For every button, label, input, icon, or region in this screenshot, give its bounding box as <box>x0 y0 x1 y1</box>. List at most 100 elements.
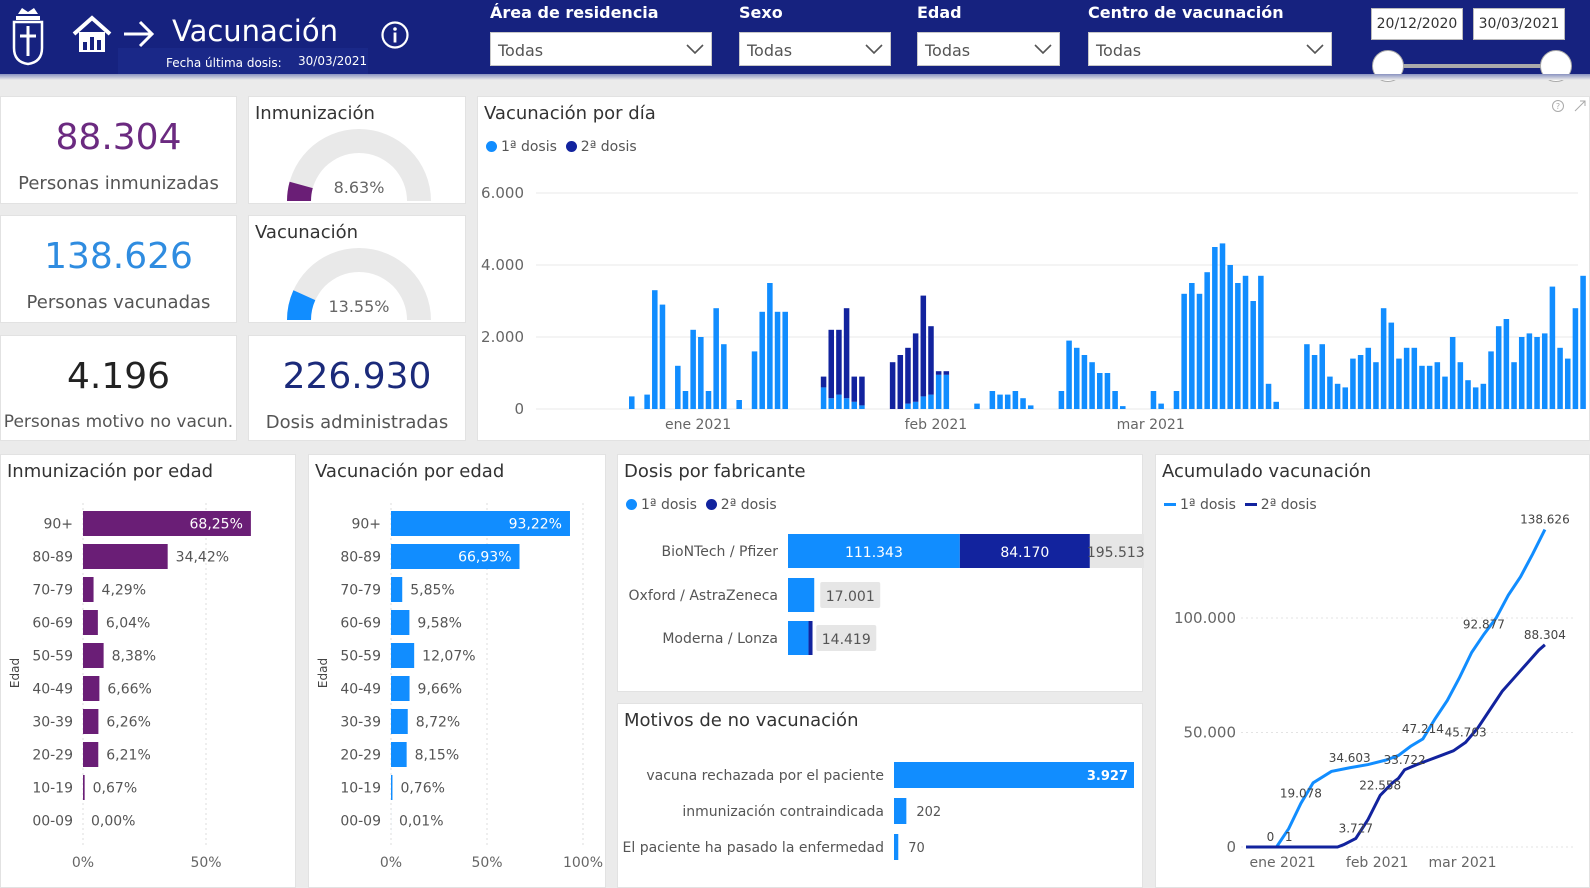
category-label: 30-39 <box>32 715 73 731</box>
category-label: 80-89 <box>340 550 381 566</box>
filter-edad-label: Edad <box>917 3 962 22</box>
bar-dose1 <box>1472 387 1479 409</box>
category-label: 10-19 <box>32 781 73 797</box>
chart-title: Dosis por fabricante <box>624 461 806 482</box>
bar-dose1 <box>1380 308 1387 409</box>
centro-dropdown[interactable]: Todas <box>1088 32 1332 66</box>
point-label: 34.603 <box>1329 751 1371 765</box>
chart-title: Acumulado vacunación <box>1162 461 1372 482</box>
x-tick-label: 50% <box>471 855 502 871</box>
bar <box>83 742 99 767</box>
legend-swatch-dose2 <box>705 499 717 510</box>
centro-value: Todas <box>1096 41 1142 60</box>
data-label: 0,76% <box>400 781 444 797</box>
bar-dose1 <box>1350 358 1356 409</box>
bar-dose1 <box>1403 347 1410 409</box>
bar-dose1 <box>1081 355 1088 409</box>
series-line <box>1246 643 1546 849</box>
date-from-input[interactable]: 20/12/2020 <box>1371 8 1463 40</box>
bar <box>391 775 393 800</box>
bar-dose1 <box>1411 347 1418 409</box>
bar-dose1 <box>943 374 950 409</box>
category-label: BioNTech / Pfizer <box>662 544 779 560</box>
bar-dose1 <box>1242 275 1249 409</box>
category-label: 70-79 <box>340 583 381 599</box>
vacunacion-edad-chart: 0% 50% 100% Edad 90+ 93,22% 80-89 66,93% 70-79 5,… <box>316 503 603 871</box>
help-icon[interactable]: ? <box>1551 99 1565 113</box>
bar-dose1 <box>652 290 658 409</box>
bar <box>391 676 410 701</box>
bar-dose1 <box>736 400 742 409</box>
bar-dose1 <box>1419 365 1425 409</box>
category-label: 60-69 <box>340 616 381 632</box>
sexo-dropdown[interactable]: Todas <box>739 32 891 66</box>
bar <box>391 577 403 602</box>
y-tick-label: 50.000 <box>1184 724 1237 742</box>
point-label: 45.703 <box>1445 725 1487 739</box>
area-residencia-dropdown[interactable]: Todas <box>490 32 712 66</box>
bar-dose1 <box>788 621 809 655</box>
bar-dose1 <box>1442 376 1448 409</box>
point-label: 47.214 <box>1402 722 1444 736</box>
x-tick-label: ene 2021 <box>665 417 731 433</box>
bar <box>391 544 520 569</box>
gauge-value-label: 8.63% <box>334 178 385 197</box>
data-label: 6,04% <box>106 616 150 632</box>
info-icon[interactable] <box>380 20 410 50</box>
focus-mode-icon[interactable] <box>1573 99 1587 113</box>
chart-legend: 1ª dosis 2ª dosis <box>1164 497 1317 513</box>
chevron-down-icon <box>1034 44 1052 55</box>
bar <box>894 834 899 860</box>
data-label: 6,66% <box>107 682 151 698</box>
bar-dose1 <box>1518 337 1525 409</box>
vacunacion-edad-card: Vacunación por edad 0% 50% 100% Edad 90+ 93,2… <box>308 454 606 888</box>
point-label: 3.727 <box>1339 821 1373 835</box>
gauge-card-vacunacion: Vacunación 13.55% <box>248 215 466 323</box>
bar-dose1 <box>1097 373 1103 409</box>
bar-dose1 <box>1112 391 1118 409</box>
bar-dose1 <box>905 403 911 409</box>
bar-dose1 <box>1557 347 1563 409</box>
legend-label-dose2: 2ª dosis <box>1260 497 1317 513</box>
total-bar <box>1089 534 1144 568</box>
home-report-icon[interactable] <box>72 14 112 54</box>
acumulado-card: Acumulado vacunación 1ª dosis 2ª dosis 1… <box>1155 454 1590 888</box>
x-tick-label: 100% <box>563 855 603 871</box>
edad-dropdown[interactable]: Todas <box>917 32 1060 66</box>
date-range-slider[interactable] <box>1386 64 1554 68</box>
bar-dose2 <box>820 376 827 388</box>
bar <box>391 511 570 536</box>
bar-dose1 <box>928 394 934 409</box>
gauge-title: Vacunación <box>255 222 359 243</box>
kpi-card-inmunizadas: 88.304 Personas inmunizadas <box>0 96 237 204</box>
category-label: 90+ <box>43 517 73 533</box>
arrow-right-icon <box>124 20 155 48</box>
bar-dose1 <box>1012 391 1019 409</box>
bar-dose1 <box>1219 243 1226 409</box>
data-label: 8,72% <box>416 715 460 731</box>
legend-swatch-dose1 <box>626 499 637 510</box>
total-bar <box>816 625 877 651</box>
bar-dose1 <box>682 391 689 409</box>
last-dose-date: 30/03/2021 <box>298 54 368 68</box>
bar-dose2 <box>928 326 934 395</box>
bar-dose1 <box>820 387 827 409</box>
bar-dose1 <box>1250 301 1256 409</box>
bar-dose1 <box>1181 293 1187 409</box>
data-label: 0,01% <box>399 814 443 830</box>
bar-dose1 <box>788 578 815 612</box>
fabricante-chart: BioNTech / Pfizer 111.343 84.170 195.513 Oxf… <box>629 534 1144 655</box>
y-tick-label: 6.000 <box>481 184 524 202</box>
bar-dose2 <box>828 329 835 399</box>
chevron-down-icon <box>686 44 704 55</box>
bar-dose1 <box>843 398 850 409</box>
category-label: 00-09 <box>32 814 73 830</box>
x-tick-label: 0% <box>72 855 94 871</box>
bar <box>894 798 907 824</box>
daily-vaccination-card: Vacunación por día 1ª dosis 2ª dosis ? 6… <box>477 96 1590 441</box>
date-to-input[interactable]: 30/03/2021 <box>1473 8 1565 40</box>
bar-dose1 <box>1265 383 1272 409</box>
bar-dose2 <box>897 355 904 409</box>
bar-dose1 <box>1426 365 1433 409</box>
gauge-fill <box>287 290 316 320</box>
